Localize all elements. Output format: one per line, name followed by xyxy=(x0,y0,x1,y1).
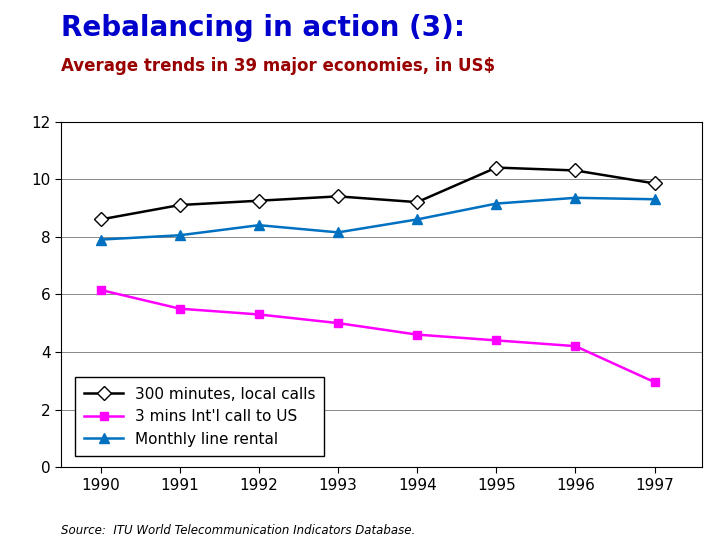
Text: Rebalancing in action (3):: Rebalancing in action (3): xyxy=(61,14,465,42)
Text: Average trends in 39 major economies, in US$: Average trends in 39 major economies, in… xyxy=(61,57,495,75)
Text: Source:  ITU World Telecommunication Indicators Database.: Source: ITU World Telecommunication Indi… xyxy=(61,524,415,537)
Legend: 300 minutes, local calls, 3 mins Int'l call to US, Monthly line rental: 300 minutes, local calls, 3 mins Int'l c… xyxy=(76,377,325,456)
